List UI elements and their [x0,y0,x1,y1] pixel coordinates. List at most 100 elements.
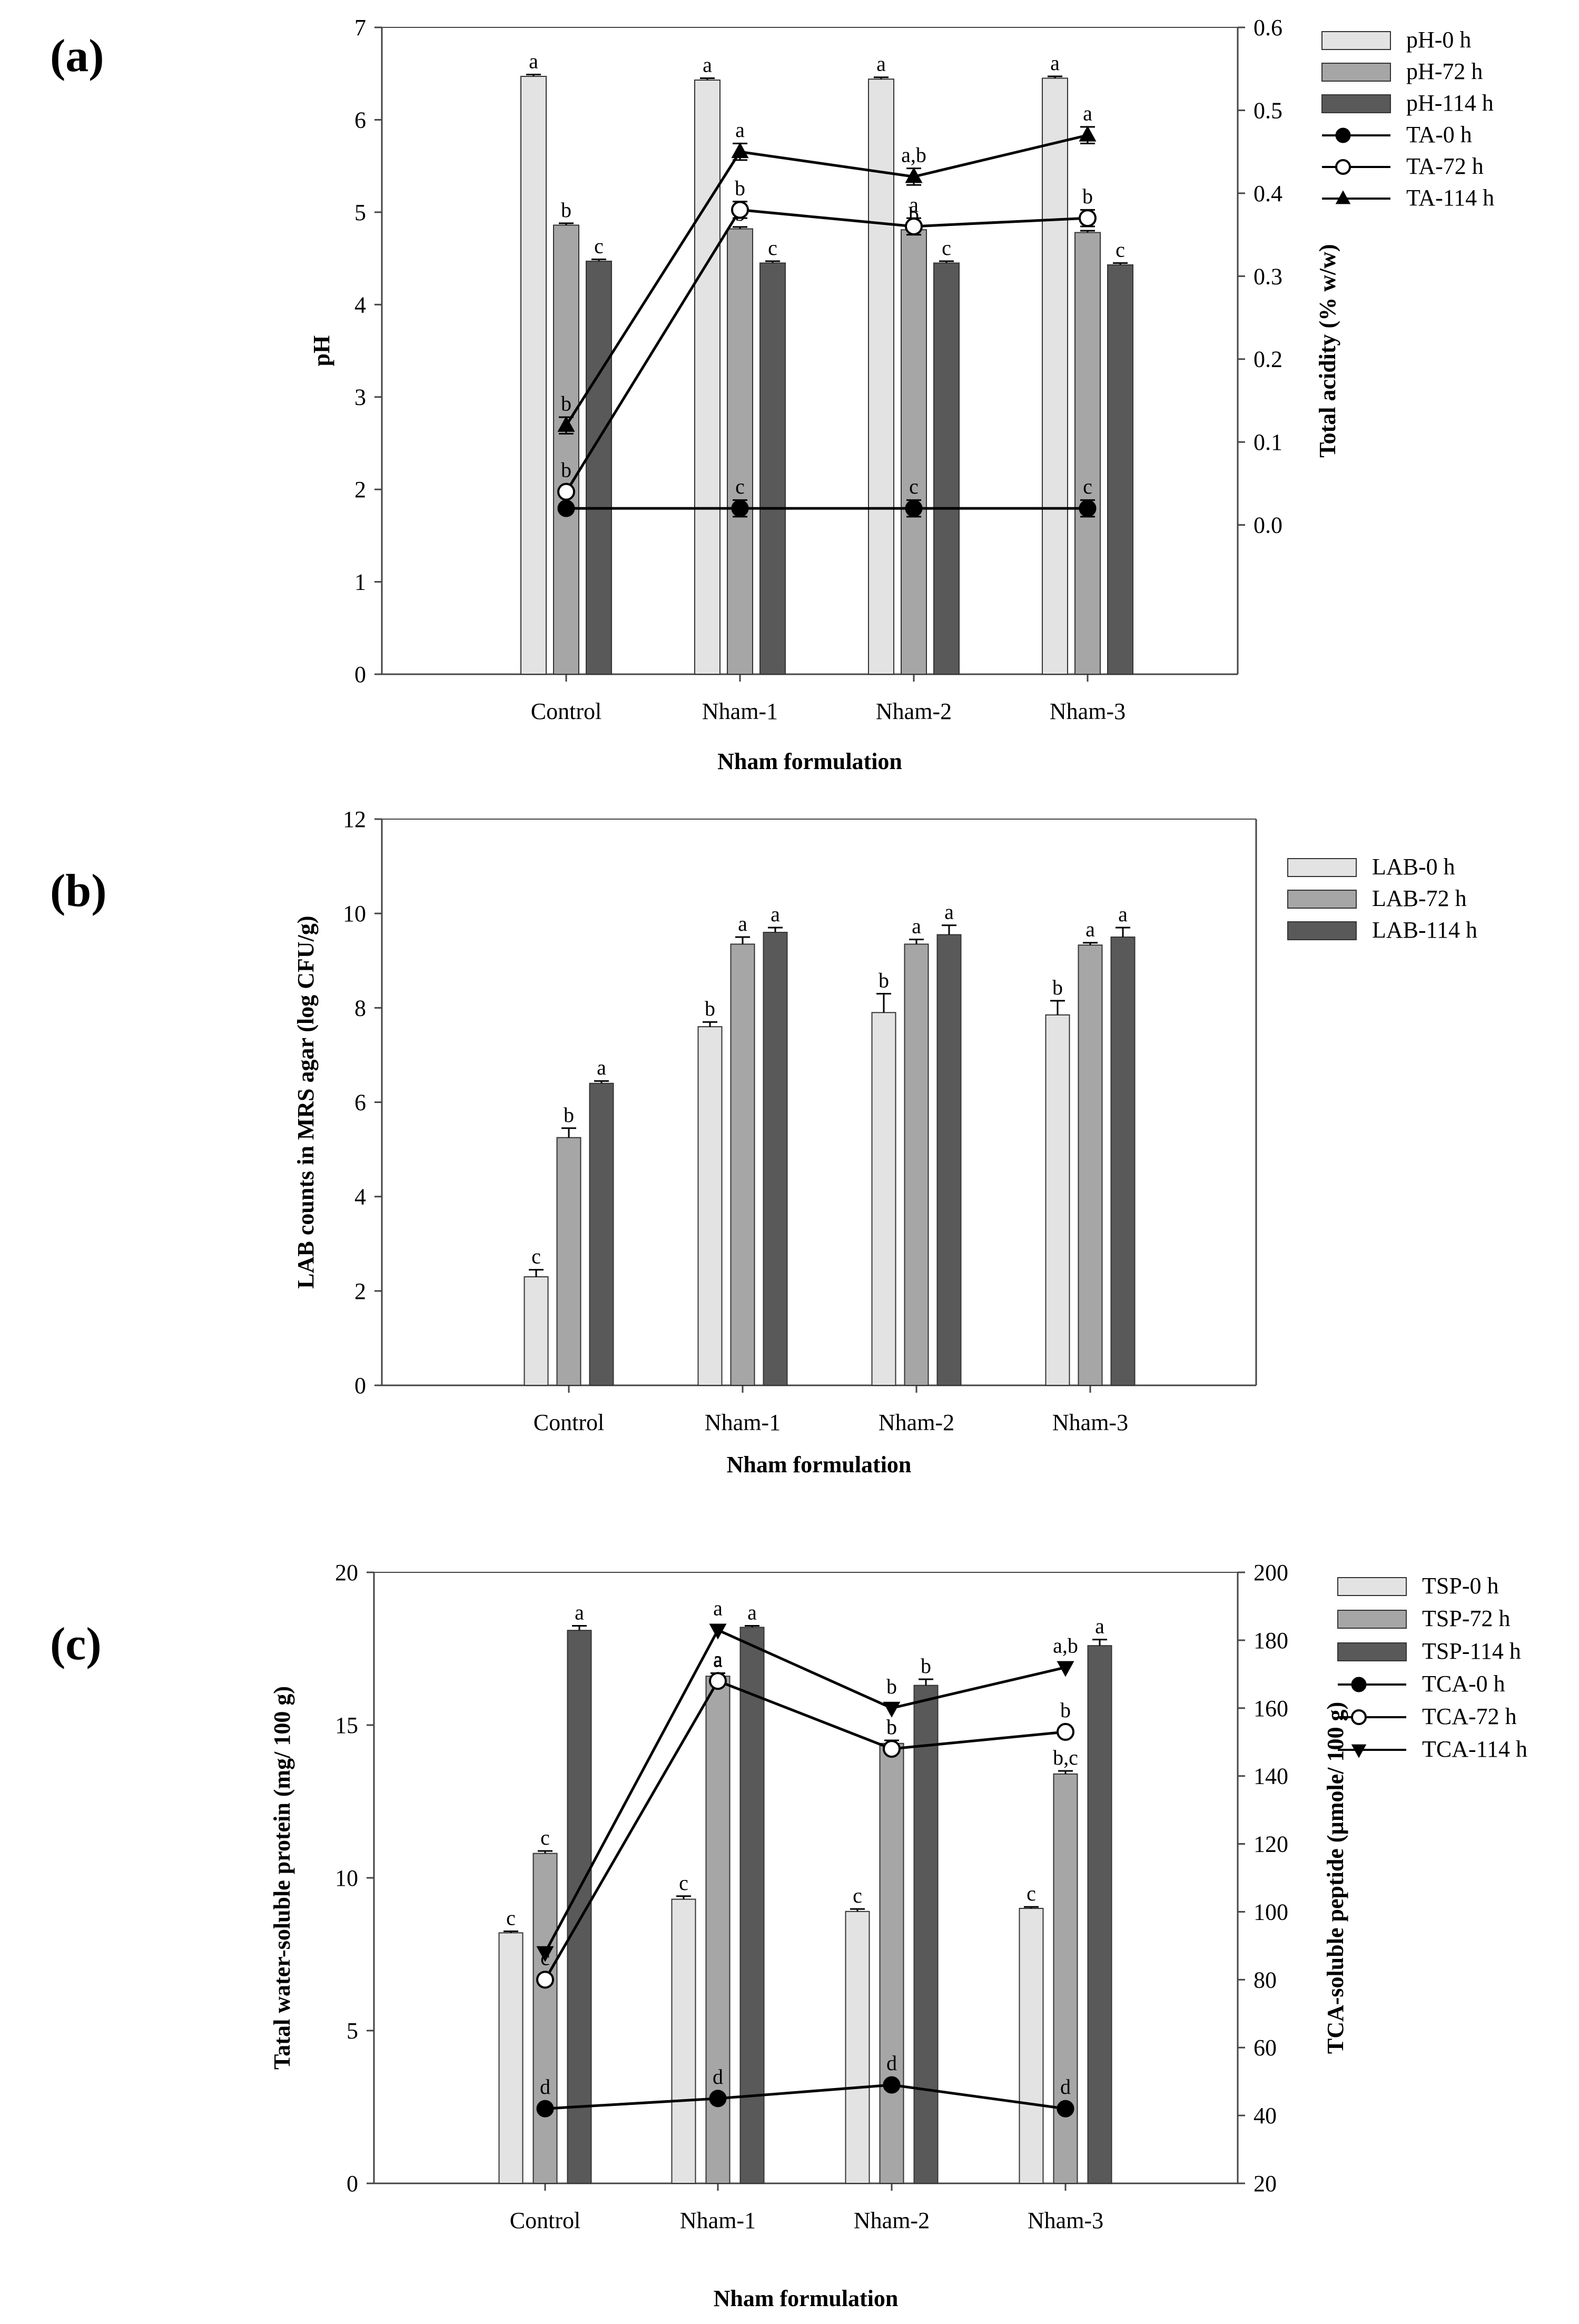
significance-letter: a [912,914,921,938]
bar [1019,1908,1044,2184]
y-tick-label: 5 [354,200,366,225]
y-tick-label: 10 [343,901,366,927]
legend-label: LAB-114 h [1372,917,1477,943]
y-tick-label: 0 [347,2171,358,2197]
y-tick-label: 2 [354,477,366,503]
y2-tick-label: 60 [1254,2035,1277,2061]
significance-letter: a,b [901,143,926,166]
bar [498,1932,524,2184]
data-point [709,1672,727,1690]
legend-swatch [1321,94,1391,113]
y2-tick-label: 100 [1254,1899,1288,1925]
series-line [544,1679,1066,1981]
x-tick-label: Nham-2 [854,2208,930,2233]
legend: TSP-0 h TSP-72 h TSP-114 h TCA-0 h TCA-72 h T… [1337,1573,1527,1762]
series-line [565,208,1088,493]
data-point [557,499,575,517]
significance-letter: a [575,1601,584,1624]
bar [520,75,547,675]
significance-letter: a [738,912,747,935]
legend-label: pH-0 h [1406,27,1471,53]
y2-tick-label: 80 [1254,1967,1277,1993]
y-tick-label: 6 [354,1090,366,1116]
y-tick-label: 3 [354,385,366,410]
data-point [1057,1661,1074,1677]
bar [705,1676,731,2184]
series-line [544,1628,1066,1953]
data-point [557,482,575,501]
x-tick-label: Nham-1 [705,1410,781,1435]
bar [739,1627,765,2184]
x-tick-label: Nham-1 [680,2208,756,2233]
legend-label: LAB-72 h [1372,885,1467,911]
significance-letter: c [735,475,745,498]
significance-letter: a [1083,102,1092,125]
legend-label: TCA-114 h [1422,1736,1527,1762]
bar [586,260,612,675]
significance-letter: a,b [1053,1633,1078,1657]
significance-letter: d [1060,2075,1071,2099]
panel-label: (c) [50,1619,102,1670]
legend-swatch [1337,1577,1407,1596]
x-tick-label: Nham-1 [702,698,778,724]
x-tick-label: Control [531,698,601,724]
significance-letter: b [1082,184,1093,208]
x-tick-label: Control [534,1410,604,1435]
series-line [565,134,1088,427]
data-point [883,1701,901,1718]
significance-letter: b [705,997,715,1020]
significance-letter: c [909,475,919,498]
bar [697,1026,723,1386]
x-tick-label: Nham-2 [876,698,952,724]
significance-letter: a [597,1056,606,1079]
y-tick-label: 7 [354,15,366,41]
bar [845,1911,870,2184]
significance-letter: b [886,1715,897,1739]
significance-letter: b [921,1654,931,1678]
significance-letter: a [747,1601,757,1624]
data-point [1057,2100,1074,2118]
bar [727,228,753,675]
data-point [536,1971,554,1989]
bar [694,79,721,675]
legend: pH-0 h pH-72 h pH-114 h TA-0 h TA-72 h TA-114… [1321,27,1494,211]
y2-tick-label: 140 [1254,1764,1288,1789]
y2-tick-label: 120 [1254,1831,1288,1857]
significance-letter: a [713,1647,723,1671]
data-point [1079,499,1097,517]
y-tick-label: 0 [354,1373,366,1399]
data-point [883,1740,901,1758]
bar [1042,77,1068,675]
significance-letter: c [768,236,777,260]
x-tick-label: Control [510,2208,580,2233]
bar [1045,1014,1070,1386]
bar [913,1685,939,2184]
bar [1110,936,1136,1386]
data-point [731,142,749,159]
data-point [1057,1722,1074,1741]
y2-tick-label: 20 [1254,2171,1277,2197]
chart-panel-a: (a) 0 1 2 3 4 5 6 7 0.0 0.1 0.2 0.3 0.4 0.5 0.6 Control N… [50,15,1494,774]
y-tick-label: 1 [354,569,366,595]
y2-tick-label: 0.5 [1254,97,1282,123]
legend-swatch [1321,31,1391,50]
bar [1053,1773,1078,2184]
data-point [905,217,923,235]
legend-label: TCA-72 h [1422,1703,1517,1729]
significance-letter: b [735,176,745,200]
significance-letter: a [703,53,712,76]
significance-letter: b [1060,1698,1071,1722]
significance-letter: a [735,118,745,142]
y-tick-label: 8 [354,995,366,1021]
y2-tick-label: 0.0 [1254,513,1282,538]
significance-letter: b [561,458,571,482]
significance-letter: a [909,193,919,216]
legend-label: TCA-0 h [1422,1671,1505,1697]
bar [871,1012,896,1386]
y-tick-label: 4 [354,1184,366,1210]
legend-label: TA-114 h [1406,185,1494,211]
y2-tick-label: 40 [1254,2103,1277,2129]
bar [532,1853,558,2184]
y2-tick-label: 160 [1254,1696,1288,1721]
x-tick-label: Nham-2 [879,1410,954,1435]
